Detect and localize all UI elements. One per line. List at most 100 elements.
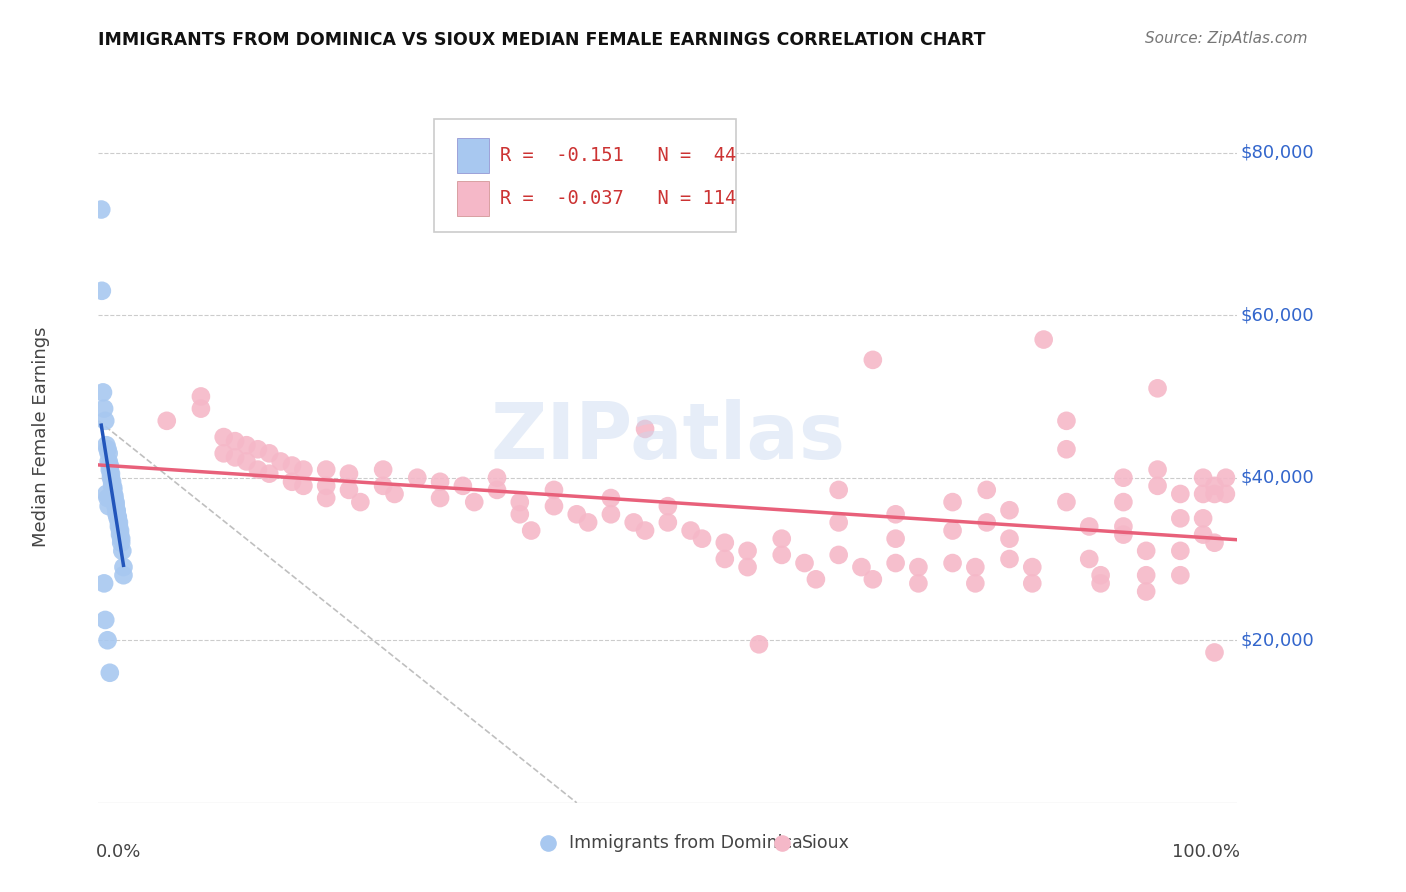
Point [1112,495,1135,509]
Point [429,475,451,489]
Point [103,483,125,497]
Text: IMMIGRANTS FROM DOMINICA VS SIOUX MEDIAN FEMALE EARNINGS CORRELATION CHART: IMMIGRANTS FROM DOMINICA VS SIOUX MEDIAN… [98,31,986,49]
Point [1215,471,1237,485]
Point [315,491,337,505]
Text: R =  -0.151   N =  44: R = -0.151 N = 44 [501,146,737,165]
Point [537,796,560,810]
Text: Source: ZipAtlas.com: Source: ZipAtlas.com [1144,31,1308,46]
Point [1021,560,1043,574]
Point [96,487,118,501]
Point [1204,479,1226,493]
Point [108,519,131,533]
Text: $60,000: $60,000 [1240,306,1315,324]
Point [748,637,770,651]
Point [246,442,269,457]
Point [509,495,531,509]
Point [108,516,131,530]
Point [1090,568,1112,582]
Point [907,576,929,591]
Point [90,284,112,298]
Point [1054,495,1078,509]
Text: 0.0%: 0.0% [96,843,142,861]
Point [1078,519,1101,533]
Point [97,499,120,513]
Point [1170,487,1192,501]
Point [212,446,235,460]
Point [104,495,127,509]
Point [1146,479,1168,493]
Point [112,560,135,574]
Point [884,532,907,546]
Point [600,491,623,505]
Point [942,524,965,538]
Point [486,483,509,497]
Point [224,434,246,449]
Point [108,527,131,541]
Point [998,532,1021,546]
Point [634,422,657,436]
Point [451,479,474,493]
Point [884,556,907,570]
Point [110,532,132,546]
Point [1192,487,1215,501]
Point [105,508,128,522]
Point [565,508,588,522]
Point [1204,487,1226,501]
Point [270,454,292,468]
Point [235,438,257,452]
Point [576,516,599,530]
Point [281,475,304,489]
Point [998,503,1021,517]
Point [1054,414,1078,428]
Point [509,508,531,522]
Point [94,613,117,627]
Point [770,548,793,562]
Text: $80,000: $80,000 [1240,144,1315,161]
Point [98,462,121,476]
Point [600,508,623,522]
Bar [457,181,489,216]
Point [246,462,269,476]
Text: Median Female Earnings: Median Female Earnings [32,326,51,548]
Point [828,516,851,530]
Point [104,499,127,513]
Point [1192,527,1215,541]
Point [1204,645,1226,659]
Point [851,560,873,574]
Text: 100.0%: 100.0% [1171,843,1240,861]
Point [97,454,120,468]
Text: Immigrants from Dominica: Immigrants from Dominica [569,834,803,852]
Point [292,479,315,493]
Text: $40,000: $40,000 [1240,468,1315,487]
Text: Sioux: Sioux [803,834,851,852]
Point [1192,511,1215,525]
Point [862,572,884,586]
Point [942,495,965,509]
Point [104,497,127,511]
Point [1078,552,1101,566]
Point [1135,544,1157,558]
Point [1135,568,1157,582]
Point [93,576,115,591]
Point [1204,535,1226,549]
Point [212,430,235,444]
FancyBboxPatch shape [434,119,737,232]
Point [543,499,565,513]
Point [235,454,257,468]
Point [190,389,212,403]
Point [101,475,124,489]
Point [1170,568,1192,582]
Point [1170,544,1192,558]
Point [486,471,509,485]
Point [259,446,281,460]
Point [884,508,907,522]
Point [315,462,337,476]
Point [942,556,965,570]
Bar [457,138,489,173]
Point [103,480,125,494]
Point [384,487,406,501]
Point [1192,471,1215,485]
Point [804,572,827,586]
Point [1090,576,1112,591]
Point [105,503,128,517]
